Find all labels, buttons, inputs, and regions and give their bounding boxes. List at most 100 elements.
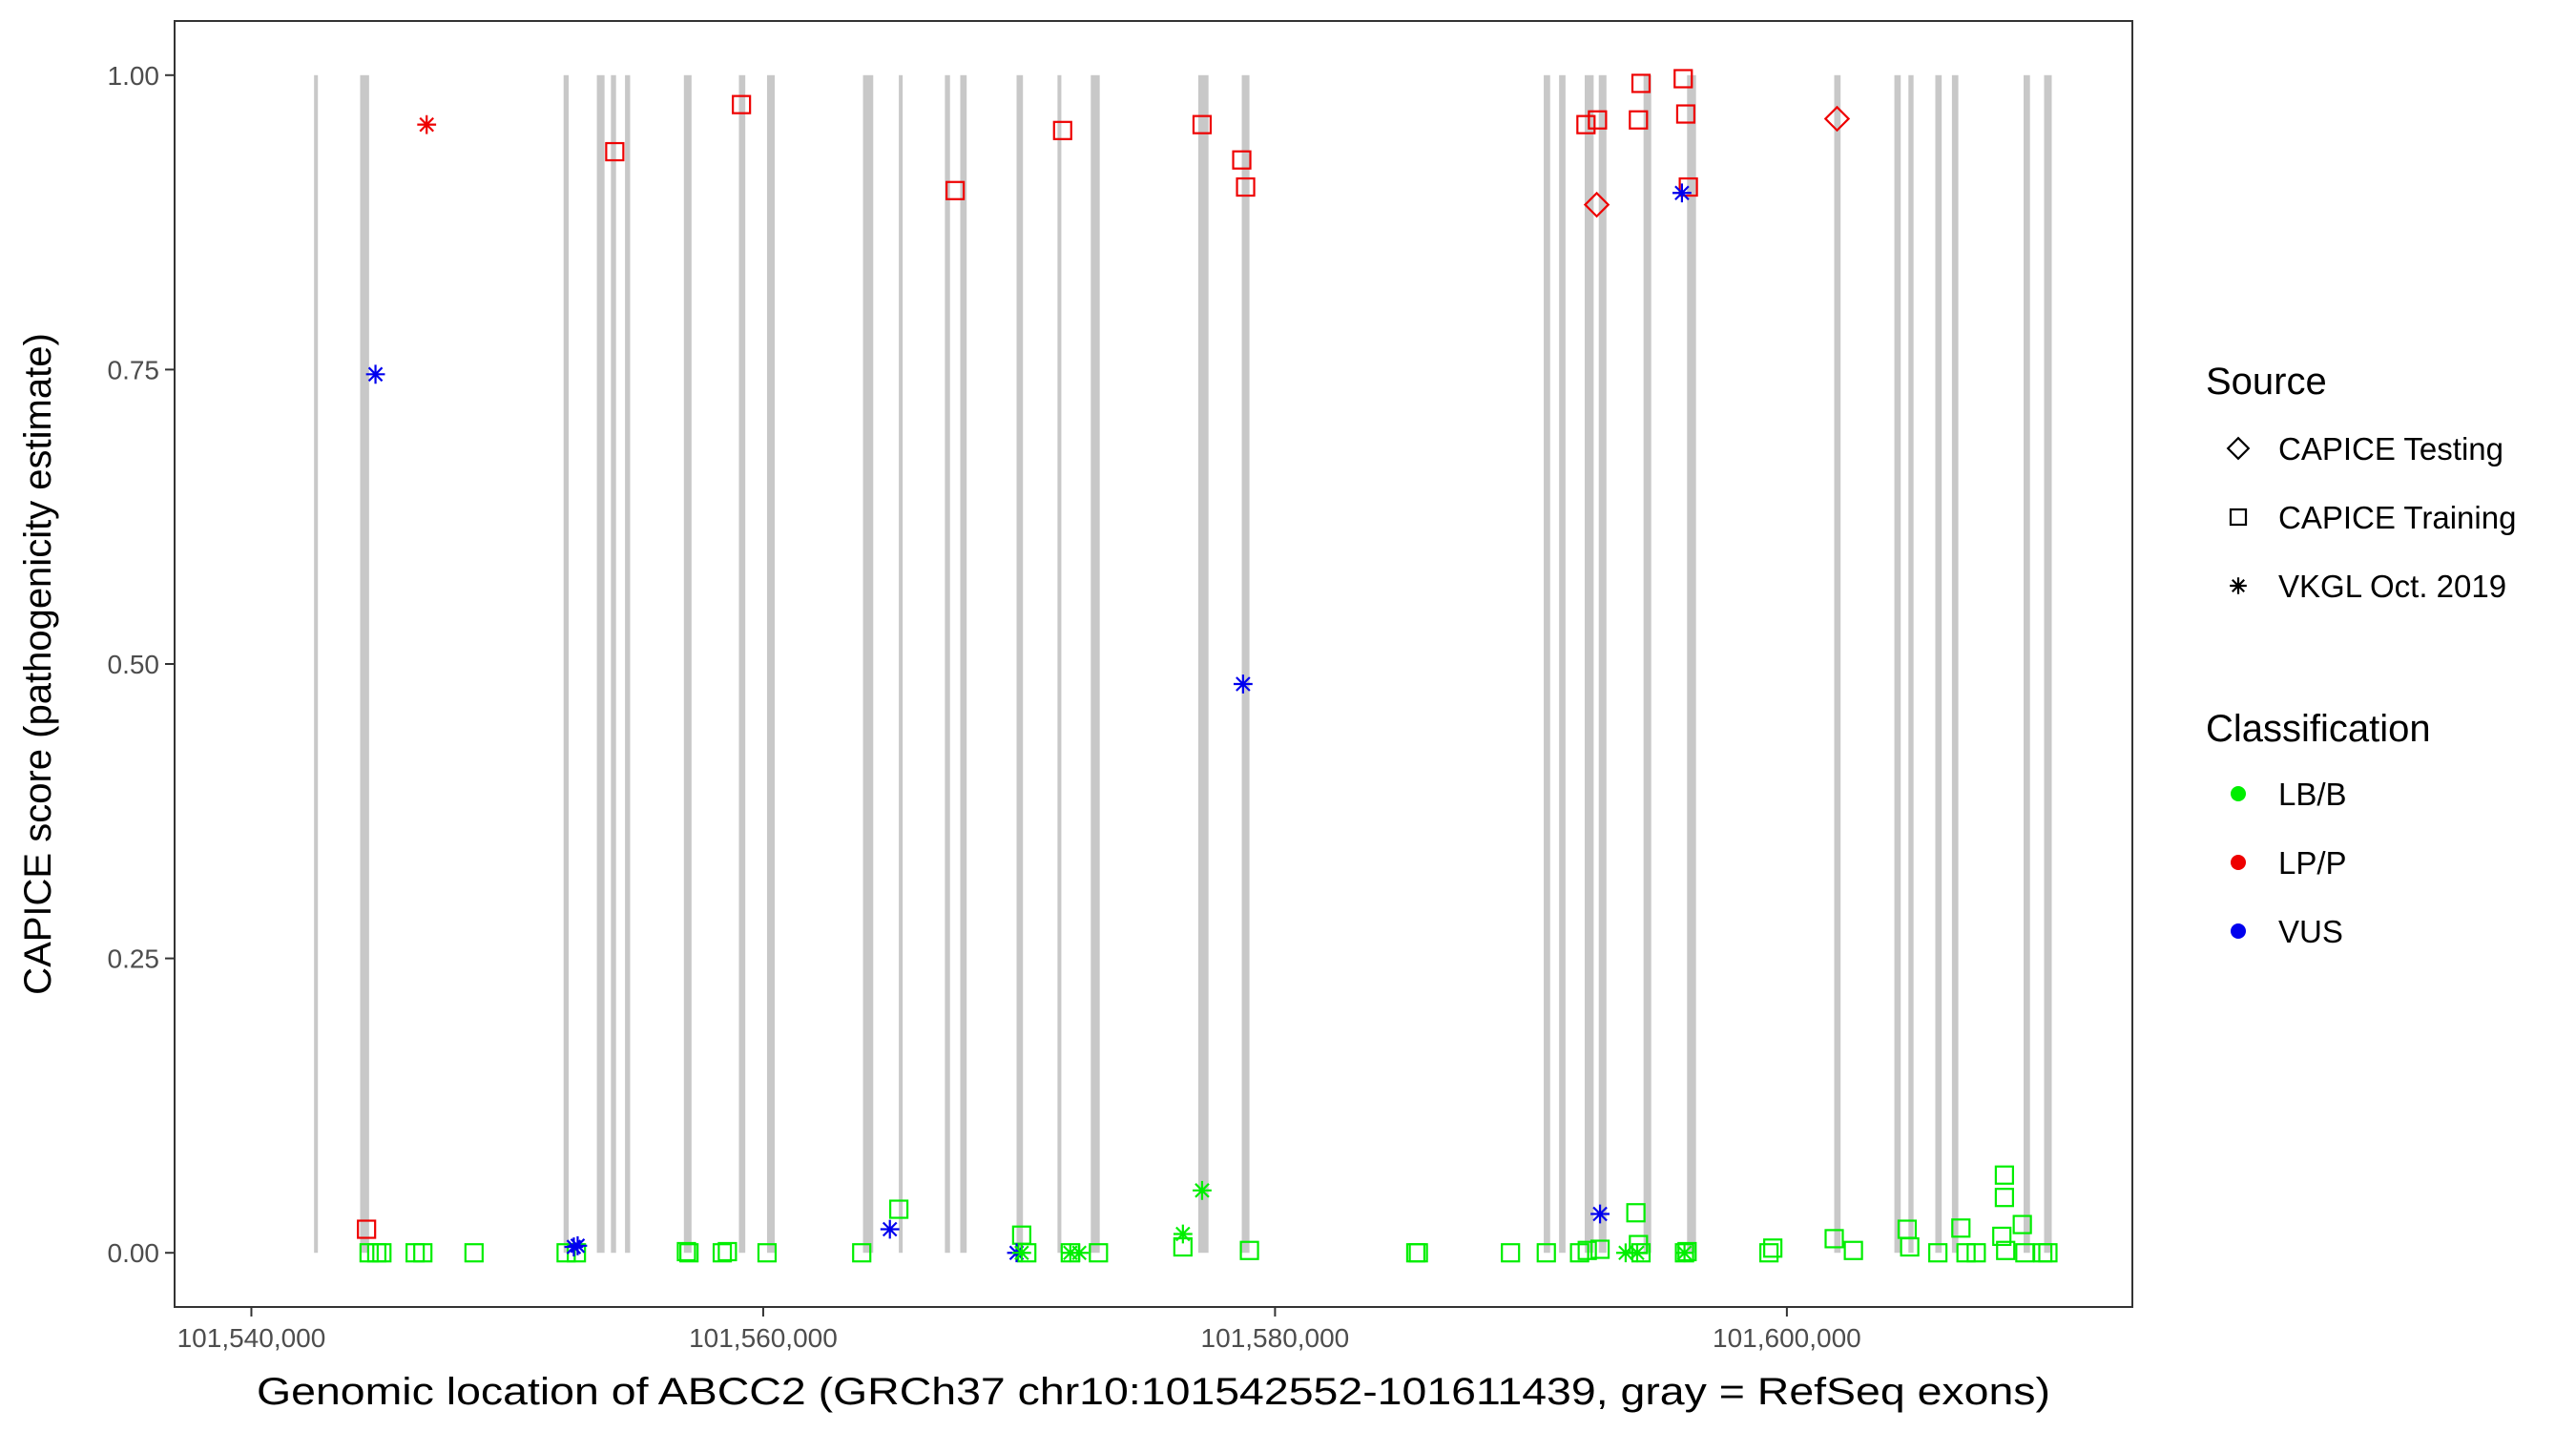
data-point [717,1241,737,1262]
data-point [605,141,625,162]
x-axis-ticks: 101,540,000 101,560,000 101,580,000 101,600… [177,1307,1861,1353]
legend-classification-item: VUS [2231,914,2343,949]
data-point [852,1243,872,1263]
exon-band [1951,74,1959,1254]
exon-band [945,74,950,1254]
y-tick-label: 0.75 [108,355,160,384]
legend-classification-entries: LB/B LP/P VUS [2231,777,2347,949]
data-point [1631,73,1652,93]
data-point [1089,1243,1109,1263]
exon-band [1687,74,1696,1254]
data-point [1011,1243,1031,1263]
data-point [1759,1243,1779,1263]
x-tick-label: 101,580,000 [1201,1323,1350,1353]
exon-band [1057,74,1062,1254]
legend-classification-item: LP/P [2231,845,2347,881]
exon-band [1834,74,1841,1254]
data-point [1628,1243,1647,1263]
x-tick-label: 101,600,000 [1713,1323,1861,1353]
exon-band [625,74,631,1254]
exon-band [1894,74,1901,1254]
exon-band [596,74,605,1254]
exon-band [738,74,746,1254]
data-point [1629,110,1649,130]
y-tick-label: 1.00 [108,61,160,91]
exon-band [360,74,369,1254]
data-point [1615,1243,1635,1263]
exon-band [1197,74,1209,1254]
data-point [880,1219,900,1239]
data-point [2038,1243,2058,1263]
data-point [1674,1243,1694,1263]
data-point [1589,1239,1610,1259]
data-point [464,1243,484,1263]
data-point [1994,1165,2014,1185]
legend-classification-title: Classification [2206,708,2431,750]
data-point [1824,1229,1844,1249]
data-point [365,364,385,384]
data-point [1577,1240,1597,1260]
data-point [945,180,966,200]
data-point [1536,1243,1556,1263]
data-point [1951,1218,1971,1238]
exon-band [683,74,692,1254]
data-point [1576,114,1596,135]
data-point [712,1243,733,1263]
data-point [1763,1238,1783,1258]
data-point [357,1219,377,1239]
legend-source-item: CAPICE Testing [2226,431,2503,467]
exon-band [1241,74,1250,1254]
data-point [1052,120,1072,140]
x-tick-label: 101,540,000 [177,1323,326,1353]
data-point [1928,1243,1948,1263]
exon-band [314,74,319,1254]
data-point [1070,1243,1090,1263]
y-tick-label: 0.25 [108,944,160,974]
exon-band [862,74,874,1254]
legend-source-title: Source [2206,361,2327,403]
data-point [1588,110,1608,130]
y-tick-label: 0.00 [108,1238,160,1268]
data-point [1673,69,1693,89]
data-point [1193,1180,1212,1200]
data-point [889,1199,909,1219]
legend-source-item: VKGL Oct. 2019 [2230,569,2506,604]
data-point [564,1237,584,1256]
data-point [1192,114,1213,135]
exon-band [1544,74,1550,1254]
data-point [1994,1188,2014,1208]
exon-band [1598,74,1607,1254]
exon-band [1091,74,1100,1254]
data-point [1672,183,1692,203]
legend-source-label: CAPICE Training [2278,500,2516,535]
exon-band [1584,74,1594,1254]
data-point [676,1241,696,1262]
exon-band [1643,74,1652,1254]
exon-band [1016,74,1024,1254]
legend-source-label: CAPICE Testing [2278,431,2503,467]
data-point [568,1235,588,1255]
legend-classification-item: LB/B [2231,777,2347,812]
data-point [757,1243,778,1263]
data-point [1236,176,1256,197]
exon-band [2024,74,2030,1254]
legend-source-entries: CAPICE Testing CAPICE Training VKGL Oct. 2… [2226,431,2516,604]
data-point [1583,191,1610,218]
data-point [372,1243,392,1263]
legend: Source Classification CAPICE TestingCAPI… [2206,361,2516,949]
legend-classification-label: LP/P [2278,845,2347,881]
data-point [1173,1224,1193,1244]
x-axis-title: Genomic location of ABCC2 (GRCh37 chr10:… [257,1371,2050,1413]
exon-band [611,74,616,1254]
x-tick-label: 101,560,000 [689,1323,838,1353]
data-point [1233,674,1253,694]
data-point [1501,1243,1521,1263]
data-point [1677,1241,1697,1262]
data-points [357,69,2058,1263]
data-point [732,94,752,114]
data-point [1239,1240,1259,1260]
exon-bands [314,74,2052,1254]
data-point [2012,1214,2032,1234]
exon-band [1559,74,1566,1254]
